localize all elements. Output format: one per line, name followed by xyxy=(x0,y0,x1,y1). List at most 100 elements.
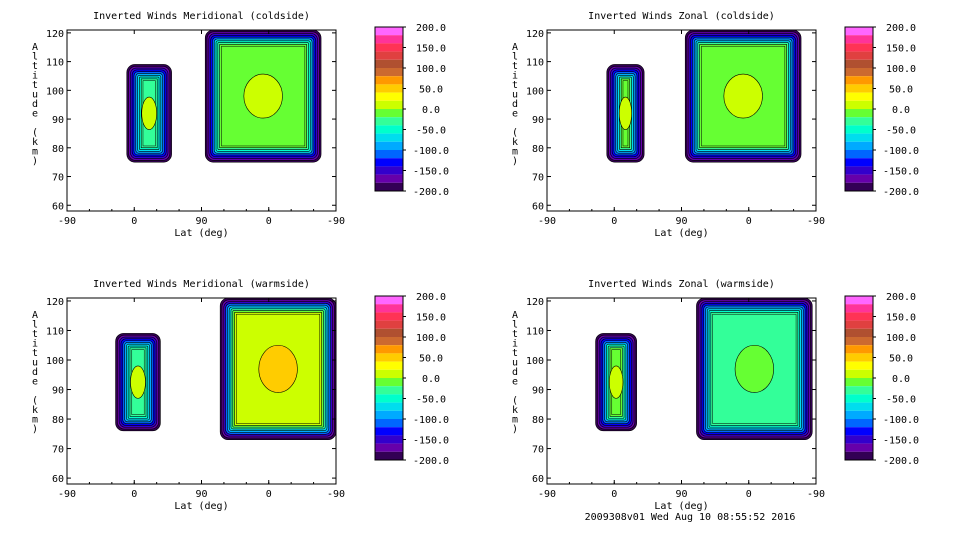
contour-feature xyxy=(243,73,283,119)
contour-feature xyxy=(618,96,632,130)
colorbar-segment xyxy=(845,435,873,444)
y-axis-label-char: k xyxy=(512,137,518,148)
chart-title: Inverted Winds Meridional (warmside) xyxy=(93,279,310,290)
colorbar-label: -200.0 xyxy=(883,456,919,467)
colorbar-segment xyxy=(845,296,873,305)
colorbar-label: 0.0 xyxy=(892,105,910,116)
y-axis-label-char: m xyxy=(512,415,518,426)
y-tick-label: 70 xyxy=(532,445,544,456)
colorbar-segment xyxy=(845,312,873,321)
colorbar-segment xyxy=(375,174,403,183)
colorbar-segment xyxy=(375,51,403,60)
colorbar-label: -50.0 xyxy=(416,395,446,406)
y-axis-label-char: A xyxy=(32,310,38,321)
y-tick-label: 60 xyxy=(532,474,544,485)
colorbar-label: 50.0 xyxy=(419,354,443,365)
y-axis-label-char: t xyxy=(512,80,518,91)
y-axis-label-char: m xyxy=(32,415,38,426)
contour-feature xyxy=(723,73,763,119)
colorbar-segment xyxy=(845,386,873,395)
x-tick-label: -90 xyxy=(327,489,345,500)
colorbar-segment xyxy=(845,394,873,403)
colorbar-label: 0.0 xyxy=(422,374,440,385)
colorbar-label: 0.0 xyxy=(422,105,440,116)
y-tick-label: 70 xyxy=(532,173,544,184)
y-axis-label-char: A xyxy=(512,310,518,321)
colorbar-segment xyxy=(845,427,873,436)
colorbar-label: 100.0 xyxy=(886,333,916,344)
y-tick-label: 100 xyxy=(46,356,64,367)
y-axis-label-char: d xyxy=(32,367,38,378)
y-tick-label: 120 xyxy=(526,29,544,40)
colorbar-segment xyxy=(845,68,873,77)
y-axis-label-char: A xyxy=(512,42,518,53)
y-axis-label-char: u xyxy=(32,358,38,369)
colorbar-segment xyxy=(375,378,403,387)
x-tick-label: -90 xyxy=(807,216,825,227)
colorbar-label: -150.0 xyxy=(883,436,919,447)
colorbar-segment xyxy=(375,353,403,362)
colorbar-segment xyxy=(845,76,873,85)
colorbar-segment xyxy=(845,141,873,150)
y-axis-label-char: t xyxy=(32,348,38,359)
y-axis-label-char: ) xyxy=(512,156,518,167)
y-axis-label-char: d xyxy=(512,99,518,110)
colorbar-segment xyxy=(845,133,873,142)
x-tick-label: 0 xyxy=(131,216,137,227)
footer-timestamp: 2009308v01 Wed Aug 10 08:55:52 2016 xyxy=(584,512,796,523)
y-axis-label-char: k xyxy=(32,137,38,148)
y-tick-label: 90 xyxy=(52,115,64,126)
y-axis-label-char: k xyxy=(32,405,38,416)
y-axis-label-char: k xyxy=(512,405,518,416)
y-axis-label-char: d xyxy=(32,99,38,110)
contour-feature xyxy=(258,344,298,393)
y-axis-label-char: ) xyxy=(32,156,38,167)
y-axis-label-char: l xyxy=(32,52,38,63)
colorbar-segment xyxy=(845,402,873,411)
colorbar-segment xyxy=(845,84,873,93)
y-tick-label: 110 xyxy=(526,326,544,337)
colorbar-segment xyxy=(375,150,403,159)
y-axis-label-char: l xyxy=(512,52,518,63)
colorbar-segment xyxy=(375,125,403,134)
colorbar-segment xyxy=(375,451,403,460)
colorbar-segment xyxy=(845,27,873,36)
colorbar-segment xyxy=(375,109,403,118)
colorbar-label: -100.0 xyxy=(883,415,919,426)
chart-title: Inverted Winds Meridional (coldside) xyxy=(93,11,310,22)
colorbar-segment xyxy=(375,100,403,109)
colorbar-segment xyxy=(375,59,403,68)
y-axis-label-char: e xyxy=(512,377,518,388)
colorbar-segment xyxy=(845,337,873,346)
contour-feature xyxy=(734,344,774,393)
x-tick-label: -90 xyxy=(538,489,556,500)
colorbar-segment xyxy=(845,158,873,167)
colorbar-label: -100.0 xyxy=(413,146,449,157)
y-tick-label: 120 xyxy=(46,29,64,40)
colorbar-segment xyxy=(845,109,873,118)
x-tick-label: -90 xyxy=(58,216,76,227)
colorbar-label: 200.0 xyxy=(886,292,916,303)
colorbar-label: 100.0 xyxy=(416,333,446,344)
colorbar-segment xyxy=(375,296,403,305)
colorbar-segment xyxy=(845,304,873,313)
colorbar-label: -50.0 xyxy=(886,126,916,137)
colorbar-segment xyxy=(375,435,403,444)
colorbar-segment xyxy=(375,410,403,419)
colorbar-segment xyxy=(375,133,403,142)
y-axis-label-char: t xyxy=(32,329,38,340)
x-tick-label: 0 xyxy=(131,489,137,500)
x-tick-label: 0 xyxy=(611,489,617,500)
colorbar-segment xyxy=(375,443,403,452)
x-tick-label: -90 xyxy=(58,489,76,500)
chart-panel xyxy=(546,26,876,212)
colorbar-segment xyxy=(375,84,403,93)
x-tick-label: 0 xyxy=(746,216,752,227)
colorbar-segment xyxy=(845,117,873,126)
y-axis-label-char: t xyxy=(512,61,518,72)
colorbar-label: -200.0 xyxy=(413,187,449,198)
y-axis-label-char: l xyxy=(32,320,38,331)
colorbar-segment xyxy=(845,59,873,68)
colorbar-segment xyxy=(845,443,873,452)
